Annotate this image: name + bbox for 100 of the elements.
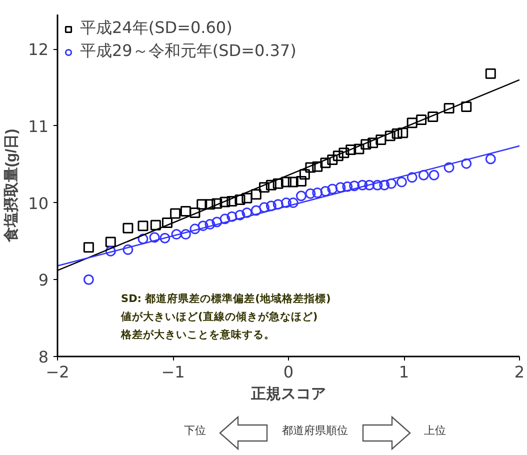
point [212, 198, 222, 209]
point [342, 181, 353, 192]
point [376, 134, 386, 146]
point [150, 220, 161, 230]
point [280, 198, 292, 208]
point [162, 218, 172, 228]
point [327, 184, 338, 194]
point [180, 206, 191, 216]
point [406, 172, 418, 183]
point [312, 188, 323, 198]
point [190, 224, 200, 234]
y-tick-label: 11 [28, 116, 48, 136]
point [364, 180, 375, 190]
point [180, 229, 191, 240]
point [242, 208, 252, 218]
point [296, 190, 306, 202]
point [372, 180, 383, 190]
point [461, 158, 472, 169]
point [379, 180, 390, 190]
text: 上位 [424, 424, 446, 439]
x-tick-label: 0 [283, 362, 294, 382]
point [171, 229, 182, 240]
x-axis-title: 正規スコア [250, 386, 326, 402]
point [349, 180, 360, 192]
point [320, 186, 331, 197]
point [234, 210, 246, 220]
point [149, 232, 160, 243]
point [122, 222, 134, 234]
point [250, 205, 262, 216]
point [242, 192, 252, 204]
legend-label: 平成24年(SD=0.60) [80, 18, 232, 39]
x-tick-label: 1 [398, 362, 410, 382]
point [138, 234, 148, 244]
point [428, 111, 438, 122]
point [198, 220, 208, 232]
point [346, 144, 356, 156]
point [258, 182, 270, 193]
point [234, 194, 246, 205]
point [296, 176, 306, 187]
point [220, 196, 230, 208]
point [272, 178, 284, 189]
point [461, 101, 472, 112]
point [368, 138, 378, 148]
point [357, 180, 368, 190]
point [280, 176, 292, 188]
x-tick-label: 2 [514, 362, 525, 382]
point [160, 232, 170, 244]
point [428, 170, 440, 180]
point [444, 162, 454, 173]
point [170, 208, 181, 219]
y-axis-title: 食塩摂取量(g/日) [3, 128, 20, 244]
point [485, 154, 496, 164]
point [396, 176, 407, 188]
y-tick-label: 9 [38, 270, 49, 290]
text: 下位 [184, 424, 206, 439]
point [398, 128, 408, 138]
point [392, 128, 402, 139]
point [204, 219, 216, 230]
point [190, 208, 200, 218]
point [105, 246, 116, 256]
point [335, 182, 346, 193]
x-tick-label: −1 [161, 362, 185, 382]
point [122, 244, 134, 255]
point [220, 214, 230, 224]
point [299, 169, 310, 180]
point [327, 154, 338, 166]
y-tick-label: 12 [28, 40, 48, 60]
point [272, 199, 284, 210]
point [305, 162, 316, 173]
point [250, 189, 262, 200]
point [196, 199, 208, 210]
point [83, 274, 94, 285]
legend-label: 平成29～令和元年(SD=0.37) [80, 41, 296, 62]
point [384, 130, 396, 142]
point [288, 198, 298, 208]
point [444, 103, 454, 114]
point [138, 220, 148, 232]
point [312, 161, 323, 172]
point [288, 176, 298, 188]
point [266, 200, 276, 212]
point [204, 199, 216, 210]
point [354, 144, 364, 154]
point [266, 180, 276, 190]
point [226, 196, 238, 207]
point [258, 202, 270, 213]
point [320, 158, 331, 168]
y-tick-label: 10 [28, 194, 48, 213]
point [360, 139, 372, 150]
point [406, 118, 418, 128]
point [338, 148, 350, 158]
point [105, 236, 116, 248]
point [212, 216, 222, 228]
point [332, 150, 344, 162]
point [305, 188, 316, 199]
point [226, 211, 238, 222]
point [485, 68, 496, 79]
point [83, 242, 94, 253]
point [416, 114, 427, 126]
point [386, 178, 397, 189]
point [418, 170, 429, 180]
